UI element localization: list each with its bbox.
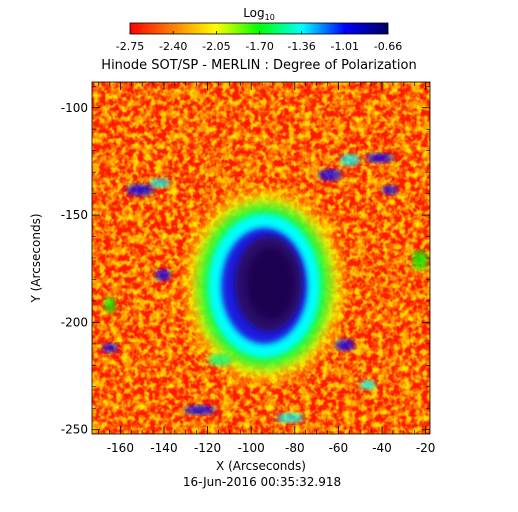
magnetic-patch — [102, 343, 118, 353]
colorbar-tick-label: -0.66 — [374, 40, 402, 53]
magnetic-patch — [412, 250, 428, 270]
x-tick-label: -120 — [194, 441, 221, 455]
x-axis-label: X (Arcseconds) — [216, 459, 306, 473]
magnetic-patch — [340, 154, 360, 166]
x-tick-label: -60 — [329, 441, 349, 455]
colorbar — [129, 22, 389, 35]
colorbar-title: Log10 — [243, 6, 275, 22]
y-tick-label: -100 — [61, 101, 88, 115]
y-tick-label: -200 — [61, 315, 88, 329]
magnetic-patch — [104, 297, 116, 313]
y-tick-label: -250 — [61, 423, 88, 437]
colorbar-tick-label: -2.05 — [202, 40, 230, 53]
x-tick-label: -140 — [150, 441, 177, 455]
magnetic-patch — [208, 354, 232, 366]
sunspot-features — [102, 153, 428, 423]
x-tick-label: -40 — [372, 441, 392, 455]
y-axis: -100 -150 -200 -250 — [61, 85, 430, 437]
magnetic-patch — [318, 169, 342, 181]
timestamp: 16-Jun-2016 00:35:32.918 — [183, 475, 341, 489]
y-tick-label: -150 — [61, 208, 88, 222]
magnetic-patch — [276, 413, 304, 423]
x-tick-label: -100 — [238, 441, 265, 455]
magnetic-patch — [150, 178, 170, 188]
magnetic-patch — [360, 380, 376, 390]
heatmap-image — [92, 82, 430, 434]
magnetic-patch — [126, 184, 154, 196]
magnetic-patch — [335, 339, 355, 351]
magnetic-patch — [155, 269, 171, 281]
magnetic-patch — [184, 405, 216, 415]
magnetic-patch — [366, 153, 394, 163]
colorbar-tick-label: -1.01 — [331, 40, 359, 53]
colorbar-tick-label: -1.70 — [245, 40, 273, 53]
y-axis-label: Y (Arcseconds) — [29, 213, 43, 303]
x-tick-label: -80 — [285, 441, 305, 455]
colorbar-tick-label: -2.40 — [159, 40, 187, 53]
umbra-core — [246, 247, 295, 320]
x-tick-label: -160 — [107, 441, 134, 455]
x-axis: -160 -140 -120 -100 -80 -60 -40 -20 — [98, 82, 436, 455]
chart-title: Hinode SOT/SP - MERLIN : Degree of Polar… — [101, 58, 416, 73]
magnetic-patch — [382, 185, 398, 195]
colorbar-tick-label: -2.75 — [116, 40, 144, 53]
x-tick-label: -20 — [416, 441, 436, 455]
colorbar-ticks: -2.75 -2.40 -2.05 -1.70 -1.36 -1.01 -0.66 — [116, 31, 402, 53]
colorbar-tick-label: -1.36 — [287, 40, 315, 53]
